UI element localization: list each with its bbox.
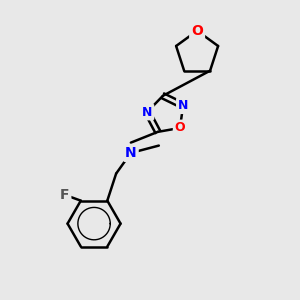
- Text: N: N: [125, 146, 137, 160]
- Text: N: N: [178, 99, 188, 112]
- Text: N: N: [142, 106, 152, 118]
- Text: F: F: [60, 188, 69, 202]
- Text: O: O: [175, 122, 185, 134]
- Text: O: O: [191, 24, 203, 38]
